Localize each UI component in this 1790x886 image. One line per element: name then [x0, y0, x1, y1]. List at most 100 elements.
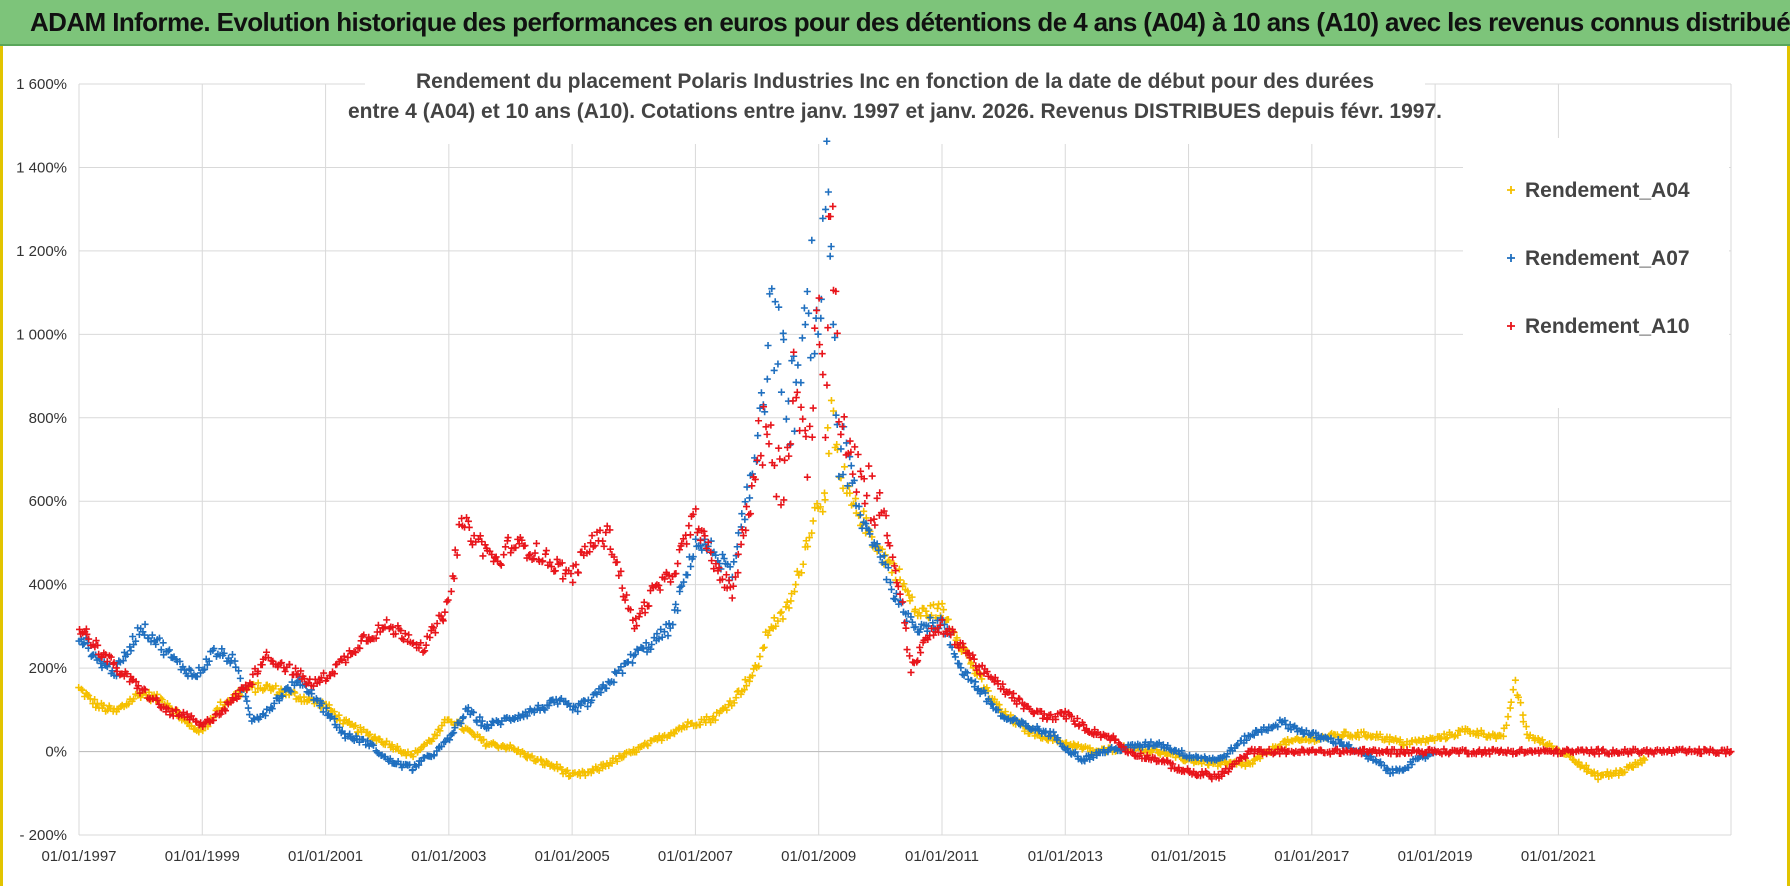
data-point-Rendement_A10	[863, 492, 871, 500]
data-point-Rendement_A10	[172, 706, 180, 714]
data-point-Rendement_A10	[683, 540, 691, 548]
data-point-Rendement_A10	[640, 598, 648, 606]
data-point-Rendement_A07	[847, 462, 855, 470]
data-point-Rendement_A07	[1080, 756, 1088, 764]
data-point-Rendement_A04	[917, 612, 925, 620]
data-point-Rendement_A04	[683, 723, 691, 731]
data-point-Rendement_A07	[80, 640, 88, 648]
report-title: ADAM Informe. Evolution historique des p…	[30, 7, 1790, 37]
data-point-Rendement_A10	[444, 596, 452, 604]
data-point-Rendement_A04	[352, 721, 360, 729]
data-point-Rendement_A04	[608, 759, 616, 767]
data-point-Rendement_A10	[1062, 715, 1070, 723]
data-point-Rendement_A07	[826, 252, 834, 260]
x-tick-label: 01/01/2005	[535, 848, 610, 865]
data-point-Rendement_A10	[340, 652, 348, 660]
legend-item-Rendement_A04[interactable]: Rendement_A04	[1507, 179, 1690, 202]
legend-item-Rendement_A10[interactable]: Rendement_A10	[1507, 315, 1690, 338]
data-point-Rendement_A10	[600, 542, 608, 550]
data-point-Rendement_A10	[797, 403, 805, 411]
data-point-Rendement_A10	[760, 403, 768, 411]
header-banner: ADAM Informe. Evolution historique des p…	[0, 0, 1790, 46]
y-tick-label: 800%	[29, 410, 67, 427]
data-point-Rendement_A07	[195, 664, 203, 672]
data-point-Rendement_A10	[467, 537, 475, 545]
data-point-Rendement_A10	[833, 329, 841, 337]
data-point-Rendement_A10	[587, 539, 595, 547]
data-point-Rendement_A04	[1440, 730, 1448, 738]
data-point-Rendement_A10	[913, 658, 921, 666]
data-point-Rendement_A10	[700, 527, 708, 535]
x-tick-label: 01/01/2001	[288, 848, 363, 865]
data-point-Rendement_A10	[765, 440, 773, 448]
data-point-Rendement_A04	[1431, 736, 1439, 744]
data-point-Rendement_A07	[887, 585, 895, 593]
data-point-Rendement_A10	[1333, 745, 1341, 753]
data-point-Rendement_A10	[586, 548, 594, 556]
data-point-Rendement_A07	[835, 472, 843, 480]
data-point-Rendement_A10	[352, 648, 360, 656]
data-point-Rendement_A04	[429, 735, 437, 743]
data-point-Rendement_A07	[287, 688, 295, 696]
data-point-Rendement_A10	[838, 423, 846, 431]
data-point-Rendement_A07	[712, 551, 720, 559]
data-point-Rendement_A10	[808, 433, 816, 441]
data-point-Rendement_A04	[216, 698, 224, 706]
data-point-Rendement_A07	[477, 721, 485, 729]
data-point-Rendement_A07	[846, 453, 854, 461]
data-point-Rendement_A10	[1643, 746, 1651, 754]
data-point-Rendement_A04	[906, 597, 914, 605]
data-point-Rendement_A07	[794, 361, 802, 369]
data-point-Rendement_A04	[709, 713, 717, 721]
data-point-Rendement_A10	[813, 306, 821, 314]
data-point-Rendement_A10	[739, 532, 747, 540]
data-point-Rendement_A10	[891, 562, 899, 570]
data-point-Rendement_A04	[1584, 765, 1592, 773]
data-point-Rendement_A07	[270, 699, 278, 707]
data-point-Rendement_A10	[1006, 688, 1014, 696]
data-point-Rendement_A10	[1414, 747, 1422, 755]
data-point-Rendement_A07	[228, 651, 236, 659]
data-point-Rendement_A10	[558, 559, 566, 567]
data-point-Rendement_A10	[330, 670, 338, 678]
data-point-Rendement_A10	[815, 294, 823, 302]
data-point-Rendement_A07	[165, 646, 173, 654]
data-point-Rendement_A07	[523, 712, 531, 720]
data-point-Rendement_A04	[1582, 762, 1590, 770]
data-point-Rendement_A10	[826, 213, 834, 221]
data-point-Rendement_A04	[878, 545, 886, 553]
data-point-Rendement_A07	[743, 483, 751, 491]
data-point-Rendement_A04	[787, 597, 795, 605]
data-point-Rendement_A10	[381, 623, 389, 631]
data-point-Rendement_A10	[747, 510, 755, 518]
data-point-Rendement_A04	[1241, 762, 1249, 770]
legend[interactable]: Rendement_A04 Rendement_A07 Rendement_A10	[1463, 138, 1729, 408]
data-point-Rendement_A10	[98, 653, 106, 661]
data-point-Rendement_A04	[764, 631, 772, 639]
data-point-Rendement_A07	[768, 285, 776, 293]
data-point-Rendement_A10	[488, 551, 496, 559]
data-point-Rendement_A04	[900, 580, 908, 588]
data-point-Rendement_A04	[740, 686, 748, 694]
data-point-Rendement_A10	[405, 631, 413, 639]
data-point-Rendement_A04	[881, 551, 889, 559]
data-point-Rendement_A07	[1081, 757, 1089, 765]
data-point-Rendement_A04	[1249, 760, 1257, 768]
data-point-Rendement_A04	[1504, 713, 1512, 721]
data-point-Rendement_A07	[244, 704, 252, 712]
data-point-Rendement_A04	[711, 716, 719, 724]
data-point-Rendement_A10	[281, 667, 289, 675]
x-tick-label: 01/01/2009	[781, 848, 856, 865]
data-point-Rendement_A10	[1058, 708, 1066, 716]
data-point-Rendement_A04	[1594, 775, 1602, 783]
data-point-Rendement_A04	[1615, 771, 1623, 779]
data-point-Rendement_A07	[666, 624, 674, 632]
data-point-Rendement_A07	[1345, 741, 1353, 749]
data-point-Rendement_A10	[936, 621, 944, 629]
legend-item-Rendement_A07[interactable]: Rendement_A07	[1507, 247, 1690, 270]
data-point-Rendement_A10	[938, 616, 946, 624]
data-point-Rendement_A10	[465, 523, 473, 531]
data-point-Rendement_A04	[732, 694, 740, 702]
data-point-Rendement_A10	[661, 575, 669, 583]
data-point-Rendement_A07	[119, 657, 127, 665]
